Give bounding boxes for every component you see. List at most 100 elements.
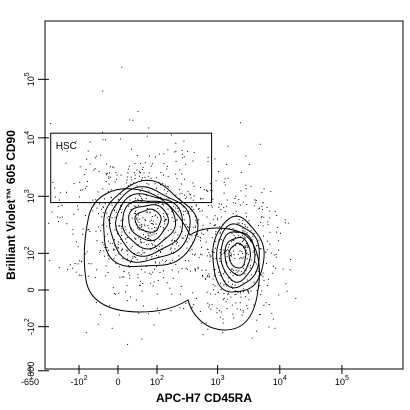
- event-dot: [236, 308, 238, 310]
- contour-level-pop1: [108, 186, 191, 263]
- event-dot: [265, 302, 267, 304]
- event-dot: [135, 213, 136, 215]
- event-dot: [224, 210, 226, 212]
- event-dot: [123, 270, 125, 272]
- event-dot: [163, 163, 165, 165]
- event-dot: [137, 274, 139, 276]
- event-dot: [234, 294, 236, 296]
- event-dot: [236, 214, 238, 216]
- event-dot: [144, 271, 146, 273]
- event-dot: [150, 177, 152, 179]
- event-dot: [156, 254, 157, 256]
- event-dot: [128, 265, 130, 266]
- event-dot: [207, 248, 209, 250]
- contour-level-pop1: [128, 204, 169, 242]
- event-dot: [201, 254, 203, 256]
- event-dot: [113, 258, 115, 260]
- event-dot: [168, 186, 169, 188]
- event-dot: [159, 251, 161, 252]
- event-dot: [96, 302, 97, 304]
- event-dot: [188, 238, 190, 240]
- event-dot: [183, 237, 185, 239]
- event-dot: [208, 306, 210, 308]
- gate-rectangle[interactable]: [50, 132, 213, 204]
- event-dot: [134, 212, 136, 214]
- event-dot: [251, 274, 253, 276]
- event-dot: [295, 297, 297, 299]
- event-dot: [214, 247, 216, 249]
- event-dot: [147, 313, 149, 315]
- event-dot: [202, 233, 204, 235]
- event-dot: [59, 192, 61, 194]
- event-dot: [240, 190, 242, 192]
- event-dot: [246, 226, 248, 228]
- event-dot: [134, 178, 136, 179]
- event-dot: [228, 250, 229, 252]
- event-dot: [239, 292, 241, 294]
- event-dot: [178, 245, 180, 247]
- event-dot: [146, 257, 148, 259]
- event-dot: [195, 204, 197, 206]
- event-dot: [160, 172, 162, 173]
- gate-hsc[interactable]: HSC: [50, 132, 213, 204]
- event-dot: [232, 213, 234, 214]
- event-dot: [245, 249, 247, 251]
- event-dot: [210, 308, 212, 310]
- event-dot: [246, 279, 248, 281]
- event-dot: [205, 241, 207, 243]
- event-dot: [262, 272, 264, 274]
- event-dot: [201, 269, 203, 271]
- event-dot: [266, 249, 268, 251]
- event-dot: [139, 194, 140, 196]
- event-dot: [140, 163, 141, 165]
- event-dot: [102, 188, 104, 190]
- event-dot: [130, 176, 132, 178]
- event-dot: [141, 223, 143, 225]
- event-dot: [261, 290, 263, 292]
- event-dot: [239, 122, 241, 124]
- event-dot: [164, 217, 166, 219]
- event-dot: [256, 245, 257, 247]
- event-dot: [48, 222, 50, 224]
- event-dot: [79, 189, 81, 191]
- event-dot: [186, 247, 188, 249]
- event-dot: [108, 172, 110, 174]
- event-dot: [226, 199, 228, 201]
- event-dot: [143, 241, 145, 243]
- event-dot: [243, 267, 245, 269]
- event-dot: [165, 219, 167, 221]
- event-dot: [261, 205, 263, 207]
- event-dot: [247, 289, 249, 291]
- event-dot: [57, 216, 59, 218]
- event-dot: [167, 190, 169, 192]
- event-dot: [134, 163, 136, 165]
- event-dot: [123, 276, 125, 278]
- event-dot: [77, 263, 79, 265]
- event-dot: [179, 193, 181, 195]
- event-dot: [207, 328, 209, 330]
- event-dot: [268, 326, 270, 328]
- event-dot: [140, 280, 142, 282]
- event-dot: [215, 231, 217, 233]
- event-dot: [164, 220, 166, 222]
- event-dot: [238, 222, 240, 224]
- x-tick-label: 104: [273, 375, 287, 387]
- event-dot: [109, 304, 111, 306]
- event-dot: [235, 293, 237, 295]
- event-dot: [284, 222, 286, 224]
- contour-level-pop1: [134, 208, 162, 233]
- event-dot: [98, 171, 100, 173]
- event-dot: [174, 151, 176, 153]
- event-dot: [66, 150, 68, 152]
- event-dot: [227, 248, 229, 250]
- event-dot: [79, 260, 81, 262]
- event-dot: [226, 308, 228, 310]
- event-dot: [110, 176, 112, 178]
- event-dot: [147, 234, 149, 236]
- event-dot: [171, 251, 172, 253]
- event-dot: [142, 229, 144, 231]
- event-dot: [167, 208, 169, 210]
- event-dot: [245, 155, 247, 157]
- event-dot: [138, 229, 140, 231]
- event-dot: [66, 191, 67, 193]
